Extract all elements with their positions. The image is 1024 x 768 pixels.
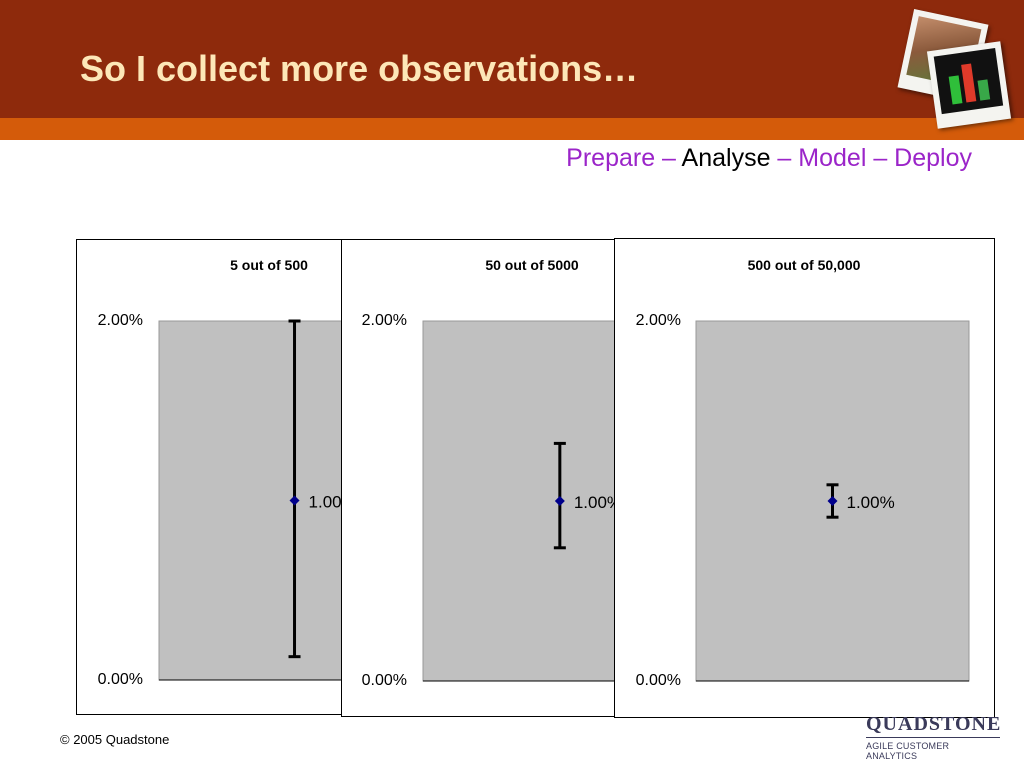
y-tick-label-top: 2.00% bbox=[636, 312, 681, 329]
y-tick-label-top: 2.00% bbox=[98, 312, 143, 329]
logo-name: QUADSTONE bbox=[866, 713, 1002, 735]
chart-title: 5 out of 500 bbox=[230, 257, 308, 273]
slide-title: So I collect more observations… bbox=[80, 48, 639, 89]
chart-title: 500 out of 50,000 bbox=[748, 257, 861, 273]
quadstone-logo: QUADSTONE AGILE CUSTOMER ANALYTICS bbox=[866, 713, 1000, 761]
y-tick-label-top: 2.00% bbox=[362, 312, 407, 329]
breadcrumb-suffix: – Model – Deploy bbox=[770, 144, 972, 172]
data-label: 1.00% bbox=[847, 493, 895, 512]
chart-photo-icon bbox=[926, 41, 1012, 129]
breadcrumb-active-step: Analyse bbox=[681, 144, 771, 172]
y-tick-label-bottom: 0.00% bbox=[362, 672, 407, 689]
header-bar bbox=[0, 0, 1024, 118]
logo-rule bbox=[866, 737, 1000, 738]
y-tick-label-bottom: 0.00% bbox=[636, 672, 681, 689]
process-breadcrumb: Prepare – Analyse – Model – Deploy bbox=[566, 144, 972, 173]
data-point-marker bbox=[289, 495, 300, 506]
chart-title: 50 out of 5000 bbox=[485, 257, 579, 273]
breadcrumb-prefix: Prepare – bbox=[566, 144, 682, 172]
chart-svg: 500 out of 50,000 2.00% 0.00% 1.00% bbox=[636, 257, 970, 689]
y-tick-label-bottom: 0.00% bbox=[98, 671, 143, 688]
data-point-marker bbox=[554, 496, 565, 506]
copyright-text: © 2005 Quadstone bbox=[60, 732, 170, 747]
logo-tagline: AGILE CUSTOMER ANALYTICS bbox=[866, 741, 950, 761]
chart-panel-3: 500 out of 50,000 2.00% 0.00% 1.00% bbox=[614, 238, 995, 718]
data-label: 1.00% bbox=[574, 493, 622, 512]
data-point-marker bbox=[827, 496, 838, 506]
header-stripe bbox=[0, 118, 1024, 140]
